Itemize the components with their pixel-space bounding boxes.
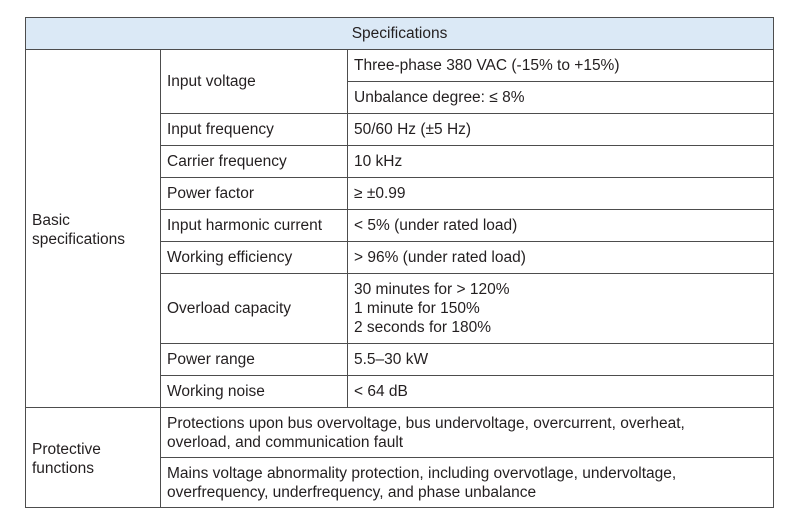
item-value: 30 minutes for > 120% 1 minute for 150% 2 … <box>346 273 775 344</box>
value-line: overfrequency, underfrequency, and phase… <box>167 483 537 501</box>
item-value: ≥ ±0.99 <box>346 177 775 210</box>
item-text: Overload capacity <box>167 300 292 317</box>
section-label: Protective functions <box>25 407 161 508</box>
value-line: Protections upon bus overvoltage, bus un… <box>167 414 685 432</box>
value-line: < 64 dB <box>354 383 408 400</box>
value-line: Unbalance degree: ≤ 8% <box>354 89 525 106</box>
item-text: Carrier frequency <box>167 153 287 170</box>
item-text: Working noise <box>167 383 265 400</box>
item-name: Overload capacity <box>160 273 348 344</box>
item-name: Carrier frequency <box>160 145 348 178</box>
item-text: Power factor <box>167 185 255 202</box>
item-name: Input voltage <box>160 49 348 114</box>
value-line: Mains voltage abnormality protection, in… <box>167 464 677 482</box>
value-line: 30 minutes for > 120% <box>354 281 510 298</box>
table-row: Working noise < 64 dB <box>26 375 775 408</box>
value-line: 1 minute for 150% <box>354 300 480 317</box>
item-value: < 64 dB <box>346 375 775 408</box>
value-line: 10 kHz <box>354 153 403 170</box>
table-row: Input harmonic current < 5% (under rated … <box>26 209 775 242</box>
item-value: > 96% (under rated load) <box>346 241 775 274</box>
item-name: Power factor <box>160 177 348 210</box>
value-line: 2 seconds for 180% <box>354 319 492 336</box>
value-line: < 5% (under rated load) <box>354 217 518 234</box>
table-row: Power range 5.5–30 kW <box>26 343 775 376</box>
item-text: Input harmonic current <box>167 217 323 234</box>
item-text: Working efficiency <box>167 249 293 266</box>
table-row: Overload capacity 30 minutes for > 120% 1 … <box>26 273 775 344</box>
value-line: Three-phase 380 VAC (-15% to +15%) <box>354 57 620 74</box>
value-line: 50/60 Hz (±5 Hz) <box>354 121 472 138</box>
item-value: Protections upon bus overvoltage, bus un… <box>159 407 775 458</box>
item-value: Three-phase 380 VAC (-15% to +15%) <box>346 49 775 82</box>
item-text: Input voltage <box>167 73 256 90</box>
item-name: Input frequency <box>160 113 348 146</box>
value-line: overload, and communication fault <box>167 433 404 451</box>
table-row: Protective functions Protections upon bus … <box>25 407 775 508</box>
header-row: Specifications <box>24 17 775 50</box>
item-value: 50/60 Hz (±5 Hz) <box>346 113 775 146</box>
label-line: specifications <box>32 230 126 248</box>
table-header: Specifications <box>24 17 775 50</box>
table-row: Working efficiency > 96% (under rated loa… <box>26 241 775 274</box>
value-line: 5.5–30 kW <box>354 351 429 368</box>
item-value: 5.5–30 kW <box>346 343 775 376</box>
item-name: Working efficiency <box>160 241 348 274</box>
section-label: Basic specifications <box>25 49 161 408</box>
table-row: Unbalance degree: ≤ 8% <box>26 81 775 114</box>
table-row: Mains voltage abnormality protection, in… <box>26 457 775 508</box>
item-name: Working noise <box>160 375 348 408</box>
item-value: 10 kHz <box>346 145 775 178</box>
item-text: Power range <box>167 351 255 368</box>
item-name: Power range <box>160 343 348 376</box>
table-row: Carrier frequency 10 kHz <box>26 145 775 178</box>
label-line: Protective <box>32 440 101 458</box>
label-line: functions <box>32 459 95 477</box>
table-row: Power factor ≥ ±0.99 <box>26 177 775 210</box>
item-name: Input harmonic current <box>160 209 348 242</box>
item-value: Unbalance degree: ≤ 8% <box>346 81 775 114</box>
spec-table: Specifications Basic specifications Input … <box>24 17 775 508</box>
label-line: Basic <box>32 211 70 229</box>
value-line: ≥ ±0.99 <box>354 185 406 202</box>
value-line: > 96% (under rated load) <box>354 249 526 266</box>
item-value: Mains voltage abnormality protection, in… <box>159 457 775 508</box>
item-text: Input frequency <box>167 121 274 138</box>
item-value: < 5% (under rated load) <box>346 209 775 242</box>
table-row: Basic specifications Input voltage Three-ph… <box>25 49 775 408</box>
